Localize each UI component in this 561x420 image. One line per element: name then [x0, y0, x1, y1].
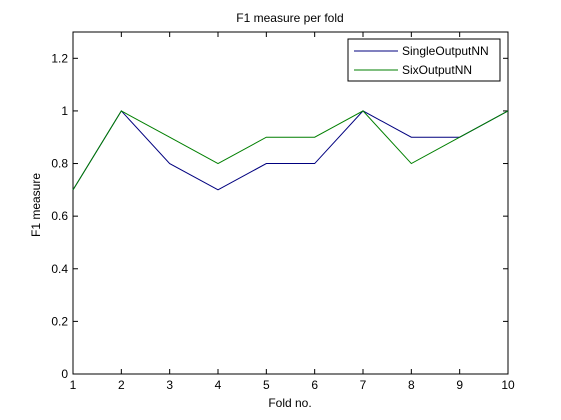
plot-area	[72, 31, 509, 375]
y-axis-label: F1 measure	[29, 173, 43, 237]
x-tick-label: 6	[311, 378, 318, 392]
y-tick-label: 0.6	[51, 209, 68, 223]
series-lines	[72, 110, 509, 191]
y-tick-label: 0.4	[51, 262, 68, 276]
x-tick-label: 9	[456, 378, 463, 392]
x-tick-label: 2	[118, 378, 125, 392]
x-tick-label: 5	[263, 378, 270, 392]
legend-label: SixOutputNN	[402, 63, 472, 77]
x-tick-label: 3	[166, 378, 173, 392]
y-tick-label: 0.2	[51, 314, 68, 328]
series-line-SixOutputNN	[72, 110, 509, 191]
x-axis-label: Fold no.	[268, 396, 311, 410]
series-line-SingleOutputNN	[72, 110, 509, 191]
y-tick-label: 1.2	[51, 51, 68, 65]
legend-label: SingleOutputNN	[402, 44, 489, 58]
axis-ticks: 1 2 3 4 5 6 7 8 9 10 0 0.2 0.4 0.6 0.8 1 1.2	[51, 32, 515, 392]
x-tick-label: 8	[408, 378, 415, 392]
y-tick-label: 0.8	[51, 157, 68, 171]
chart-title: F1 measure per fold	[236, 11, 343, 25]
x-tick-label: 7	[360, 378, 367, 392]
x-tick-label: 10	[501, 378, 515, 392]
legend: SingleOutputNN SixOutputNN	[347, 38, 501, 82]
legend-box	[347, 38, 501, 82]
x-tick-label: 4	[215, 378, 222, 392]
y-tick-label: 1	[61, 104, 68, 118]
x-tick-label: 1	[70, 378, 77, 392]
y-tick-label: 0	[61, 367, 68, 381]
